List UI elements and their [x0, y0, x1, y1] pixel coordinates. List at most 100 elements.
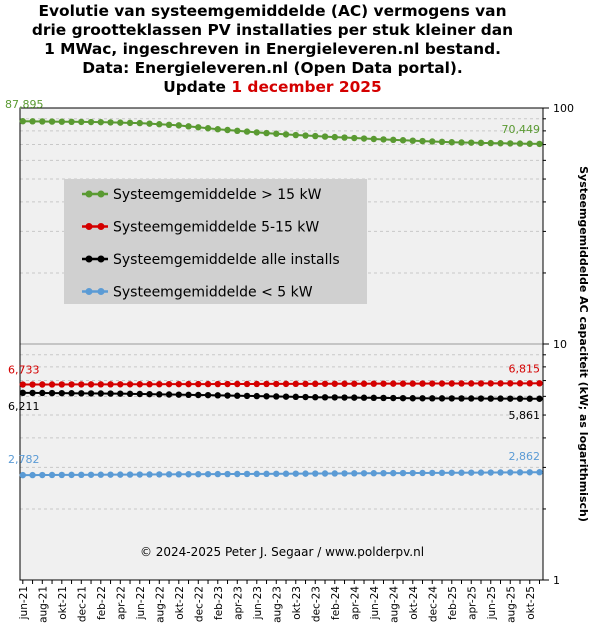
data-point: [204, 470, 212, 478]
data-point: [477, 469, 485, 476]
data-point: [87, 471, 95, 478]
data-point: [136, 390, 143, 398]
data-point: [399, 380, 407, 387]
data-point: [48, 381, 56, 388]
data-point: [468, 380, 475, 387]
data-point: [507, 140, 514, 147]
data-point: [117, 381, 124, 388]
data-point: [87, 381, 95, 388]
data-point: [97, 471, 104, 478]
data-point: [419, 395, 426, 402]
series-red: [19, 380, 543, 388]
data-point: [331, 470, 338, 477]
data-point: [477, 395, 485, 402]
data-point: [234, 470, 241, 478]
legend-swatch-marker: [97, 288, 105, 295]
data-point: [409, 395, 416, 402]
data-point: [136, 471, 143, 478]
chart-title: Evolutie van systeemgemiddelde (AC) verm…: [0, 2, 545, 97]
x-tick-label: aug-23: [271, 586, 283, 623]
data-point: [165, 380, 173, 388]
data-point: [156, 121, 163, 128]
x-tick-label: jun-23: [252, 586, 264, 620]
legend-swatch-marker: [97, 255, 105, 263]
data-point: [429, 395, 436, 402]
data-point: [497, 395, 504, 402]
data-point: [39, 471, 46, 479]
data-point: [146, 120, 153, 127]
data-point: [351, 470, 358, 477]
data-point: [68, 381, 75, 388]
data-point: [360, 380, 368, 387]
data-point: [390, 394, 397, 402]
data-point: [58, 389, 65, 397]
data-point: [370, 394, 377, 402]
last-value-label: 70,449: [502, 123, 541, 136]
data-point: [399, 469, 407, 477]
first-value-label: 6,211: [8, 400, 40, 413]
data-point: [224, 126, 231, 134]
data-point: [526, 140, 533, 147]
data-point: [175, 471, 182, 478]
data-point: [292, 380, 299, 388]
x-tick-label: jun-21: [18, 586, 30, 620]
data-point: [487, 395, 494, 402]
data-point: [380, 136, 387, 143]
legend-swatch-marker: [97, 190, 105, 198]
data-point: [380, 469, 387, 477]
x-tick-label: dec-21: [76, 586, 88, 622]
data-point: [78, 118, 85, 126]
data-point: [48, 471, 56, 479]
data-point: [126, 471, 134, 478]
data-point: [507, 380, 514, 387]
data-point: [302, 470, 309, 477]
data-point: [78, 471, 85, 479]
data-point: [146, 471, 153, 478]
data-point: [341, 134, 348, 141]
data-point: [507, 469, 514, 476]
data-point: [458, 395, 465, 402]
x-tick-label: okt-23: [291, 586, 303, 620]
data-point: [185, 380, 192, 388]
data-point: [263, 380, 270, 388]
legend: Systeemgemiddelde > 15 kW Systeemgemiddel…: [64, 179, 367, 304]
data-point: [68, 471, 75, 479]
data-point: [448, 395, 455, 402]
data-point: [321, 380, 329, 387]
data-point: [302, 380, 309, 388]
data-point: [312, 470, 319, 477]
x-tick-label: aug-24: [388, 586, 400, 623]
last-value-label: 2,862: [509, 450, 541, 463]
data-point: [312, 380, 319, 388]
data-point: [107, 390, 114, 397]
series-black: [19, 389, 543, 402]
data-point: [39, 381, 46, 388]
x-tick-label: apr-24: [349, 586, 361, 620]
series-group: [19, 118, 543, 479]
data-point: [156, 391, 163, 398]
data-point: [243, 392, 251, 400]
data-point: [331, 380, 338, 387]
data-point: [312, 132, 319, 140]
data-point: [321, 133, 329, 140]
data-point: [107, 119, 114, 126]
data-point: [19, 381, 26, 388]
data-point: [234, 392, 241, 399]
series-green: [19, 118, 543, 148]
data-point: [29, 381, 36, 388]
data-point: [292, 470, 299, 477]
x-tick-label: feb-23: [213, 586, 225, 620]
legend-item: Systeemgemiddelde 5-15 kW: [82, 220, 319, 236]
x-tick-label: feb-24: [330, 586, 342, 620]
data-point: [185, 123, 192, 130]
data-point: [97, 390, 104, 397]
data-point: [156, 471, 163, 478]
data-point: [302, 393, 309, 401]
data-point: [321, 394, 329, 401]
data-point: [48, 118, 56, 125]
x-tick-label: feb-25: [447, 586, 459, 620]
data-point: [87, 390, 95, 397]
data-point: [195, 471, 202, 478]
data-point: [351, 134, 358, 142]
data-point: [282, 131, 290, 138]
